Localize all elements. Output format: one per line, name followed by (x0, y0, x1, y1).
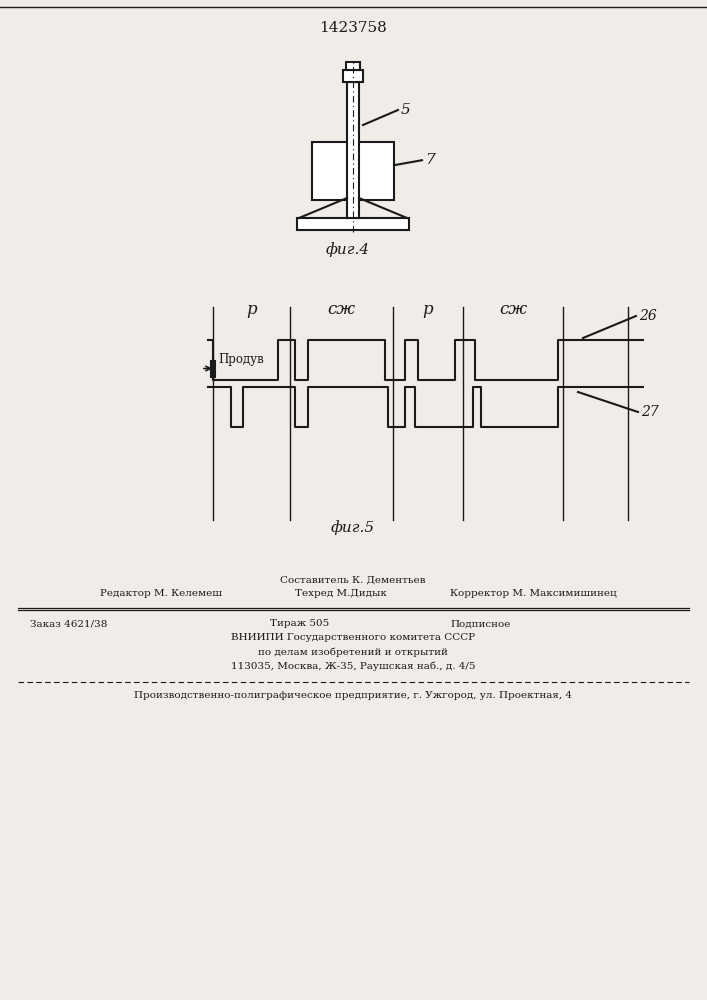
Text: 1423758: 1423758 (319, 21, 387, 35)
Text: Тираж 505: Тираж 505 (270, 619, 329, 629)
Text: 26: 26 (639, 309, 657, 323)
Text: Подписное: Подписное (450, 619, 510, 629)
Text: 27: 27 (641, 405, 659, 419)
Text: фиг.5: фиг.5 (331, 521, 375, 535)
Text: Продув: Продув (218, 354, 264, 366)
Text: 5: 5 (401, 103, 411, 117)
Text: сж: сж (499, 301, 527, 318)
Text: Составитель К. Дементьев: Составитель К. Дементьев (280, 576, 426, 584)
Text: р: р (246, 301, 257, 318)
Text: сж: сж (327, 301, 356, 318)
Text: Редактор М. Келемеш: Редактор М. Келемеш (100, 589, 222, 598)
Text: Производственно-полиграфическое предприятие, г. Ужгород, ул. Проектная, 4: Производственно-полиграфическое предприя… (134, 690, 572, 700)
Bar (346, 62, 360, 70)
Text: ВНИИПИ Государственного комитета СССР: ВНИИПИ Государственного комитета СССР (231, 634, 475, 643)
Bar (312, 142, 394, 200)
Text: фиг.4: фиг.4 (326, 243, 370, 257)
Bar (347, 82, 359, 218)
Text: Корректор М. Максимишинец: Корректор М. Максимишинец (450, 589, 617, 598)
Bar (297, 218, 409, 230)
Text: 7: 7 (425, 153, 435, 167)
Text: Заказ 4621/38: Заказ 4621/38 (30, 619, 107, 629)
Text: 113035, Москва, Ж-35, Раушская наб., д. 4/5: 113035, Москва, Ж-35, Раушская наб., д. … (230, 661, 475, 671)
Bar (343, 70, 363, 82)
Text: р: р (423, 301, 433, 318)
Text: по делам изобретений и открытий: по делам изобретений и открытий (258, 647, 448, 657)
Text: Техред М.Дидык: Техред М.Дидык (295, 589, 387, 598)
